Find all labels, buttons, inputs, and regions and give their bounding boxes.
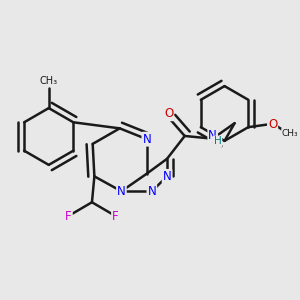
Text: CH₃: CH₃ <box>40 76 58 86</box>
Text: N: N <box>163 170 171 183</box>
Text: CH₃: CH₃ <box>282 129 298 138</box>
Text: N: N <box>148 185 156 198</box>
Text: N: N <box>117 185 126 198</box>
Text: O: O <box>164 107 173 120</box>
Text: F: F <box>112 210 119 223</box>
Text: H: H <box>214 136 221 146</box>
Text: F: F <box>65 210 72 223</box>
Text: O: O <box>268 118 277 130</box>
Text: N: N <box>142 133 151 146</box>
Text: N: N <box>208 129 217 142</box>
